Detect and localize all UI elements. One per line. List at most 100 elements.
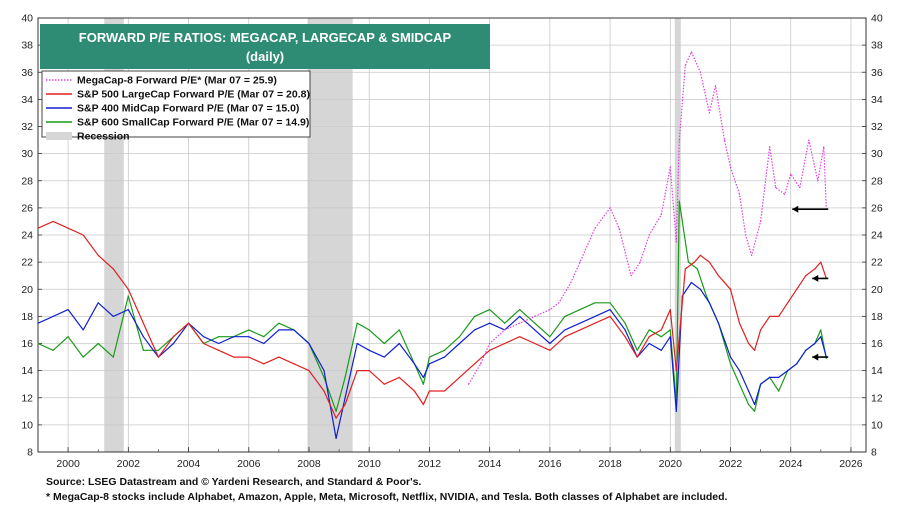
y-tick-label-left: 22	[21, 257, 33, 269]
data-point-s1-56	[760, 329, 762, 331]
data-point-s2-39	[594, 315, 596, 317]
data-point-s3-12	[218, 336, 220, 338]
data-point-s0-29	[750, 254, 753, 256]
data-point-s0-3	[504, 329, 506, 331]
data-point-s1-41	[624, 336, 626, 338]
data-point-s1-53	[738, 322, 741, 324]
y-tick-label-right: 14	[871, 365, 883, 377]
data-point-s3-20	[335, 410, 337, 412]
data-point-s1-47	[684, 268, 686, 270]
data-point-s1-3	[82, 234, 84, 236]
x-tick-label: 2014	[478, 458, 502, 470]
legend-label-1: S&P 500 LargeCap Forward P/E (Mar 07 = 2…	[77, 89, 310, 101]
data-point-s0-12	[618, 227, 620, 229]
data-point-s1-1	[52, 220, 54, 223]
data-point-s1-58	[778, 315, 780, 317]
data-point-s1-59	[787, 302, 789, 304]
data-point-s3-39	[594, 302, 596, 304]
data-point-s2-52	[729, 356, 732, 358]
data-point-s3-21	[344, 376, 346, 379]
y-tick-label-right: 24	[871, 230, 883, 242]
data-point-s0-32	[775, 186, 777, 189]
y-tick-label-left: 40	[21, 13, 33, 25]
y-tick-label-right: 34	[871, 94, 883, 106]
data-point-s1-61	[805, 275, 807, 277]
data-point-s3-41	[624, 322, 626, 324]
data-point-s2-41	[624, 329, 626, 331]
y-tick-label-right: 40	[871, 13, 883, 25]
data-point-s2-25	[398, 342, 400, 345]
data-point-s1-21	[344, 403, 346, 406]
series-line-0	[468, 51, 827, 385]
data-point-s0-37	[817, 180, 819, 182]
y-tick-label-left: 16	[21, 338, 33, 350]
data-point-s3-38	[579, 308, 581, 311]
data-point-s2-20	[335, 437, 337, 440]
data-point-s1-7	[142, 322, 144, 324]
data-point-s3-25	[398, 329, 400, 331]
data-point-s0-18	[675, 241, 677, 243]
data-point-s2-34	[519, 315, 521, 317]
data-point-s0-2	[489, 342, 491, 345]
data-point-s2-16	[278, 329, 280, 331]
data-point-s2-46	[675, 410, 677, 412]
data-point-s0-11	[609, 207, 611, 209]
x-tick-label: 2004	[177, 458, 201, 470]
data-point-s3-43	[648, 329, 650, 331]
data-point-s1-20	[335, 417, 337, 419]
data-point-s2-51	[717, 322, 720, 324]
data-point-s2-53	[738, 370, 741, 372]
y-tick-label-left: 12	[21, 392, 33, 404]
y-tick-label-left: 36	[21, 67, 33, 79]
data-point-s1-14	[248, 356, 250, 358]
data-point-s1-31	[473, 363, 476, 365]
latest-arrow-head-1	[812, 274, 819, 282]
data-point-s1-42	[636, 356, 638, 358]
data-point-s2-3	[82, 329, 84, 331]
data-point-s1-39	[594, 322, 596, 324]
y-tick-label-right: 30	[871, 148, 883, 160]
y-tick-label-right: 38	[871, 40, 883, 52]
data-point-s3-53	[738, 383, 741, 385]
y-tick-label-right: 20	[871, 284, 883, 296]
data-point-s0-26	[729, 166, 732, 168]
data-point-s3-23	[368, 329, 370, 331]
data-point-s1-35	[534, 342, 536, 345]
data-point-s3-8	[157, 349, 160, 351]
x-tick-label: 2000	[56, 458, 80, 470]
data-point-s2-38	[579, 322, 581, 324]
data-point-s2-59	[787, 370, 789, 372]
data-point-s0-15	[648, 234, 650, 236]
data-point-s3-19	[323, 376, 325, 379]
data-point-s2-28	[428, 363, 431, 365]
data-point-s3-0	[37, 342, 39, 345]
data-point-s2-50	[708, 302, 711, 304]
x-tick-label: 2008	[297, 458, 321, 470]
data-point-s3-50	[705, 295, 708, 297]
data-point-s1-38	[579, 329, 581, 331]
data-point-s1-30	[458, 376, 461, 379]
data-point-s0-33	[784, 193, 786, 195]
data-point-s1-8	[157, 356, 160, 358]
data-point-s1-36	[549, 349, 551, 351]
y-tick-label-left: 32	[21, 121, 33, 133]
data-point-s0-16	[660, 214, 662, 216]
data-point-s1-13	[233, 356, 235, 358]
y-tick-label-left: 20	[21, 284, 33, 296]
legend-box	[41, 70, 311, 138]
data-point-s2-12	[218, 342, 220, 345]
data-point-s1-54	[747, 342, 750, 345]
data-point-s1-63	[820, 261, 822, 263]
y-tick-label-right: 28	[871, 175, 883, 187]
data-point-s2-22	[356, 342, 358, 345]
data-point-s2-5	[112, 315, 114, 317]
data-point-s2-48	[690, 281, 692, 284]
y-tick-label-right: 8	[871, 447, 877, 459]
data-point-s1-27	[422, 403, 424, 406]
data-point-s2-44	[660, 349, 662, 351]
data-point-s3-37	[564, 315, 566, 317]
data-point-s1-51	[717, 275, 720, 277]
y-tick-label-left: 24	[21, 230, 33, 242]
data-point-s3-3	[82, 356, 84, 358]
data-point-s2-29	[443, 356, 446, 358]
